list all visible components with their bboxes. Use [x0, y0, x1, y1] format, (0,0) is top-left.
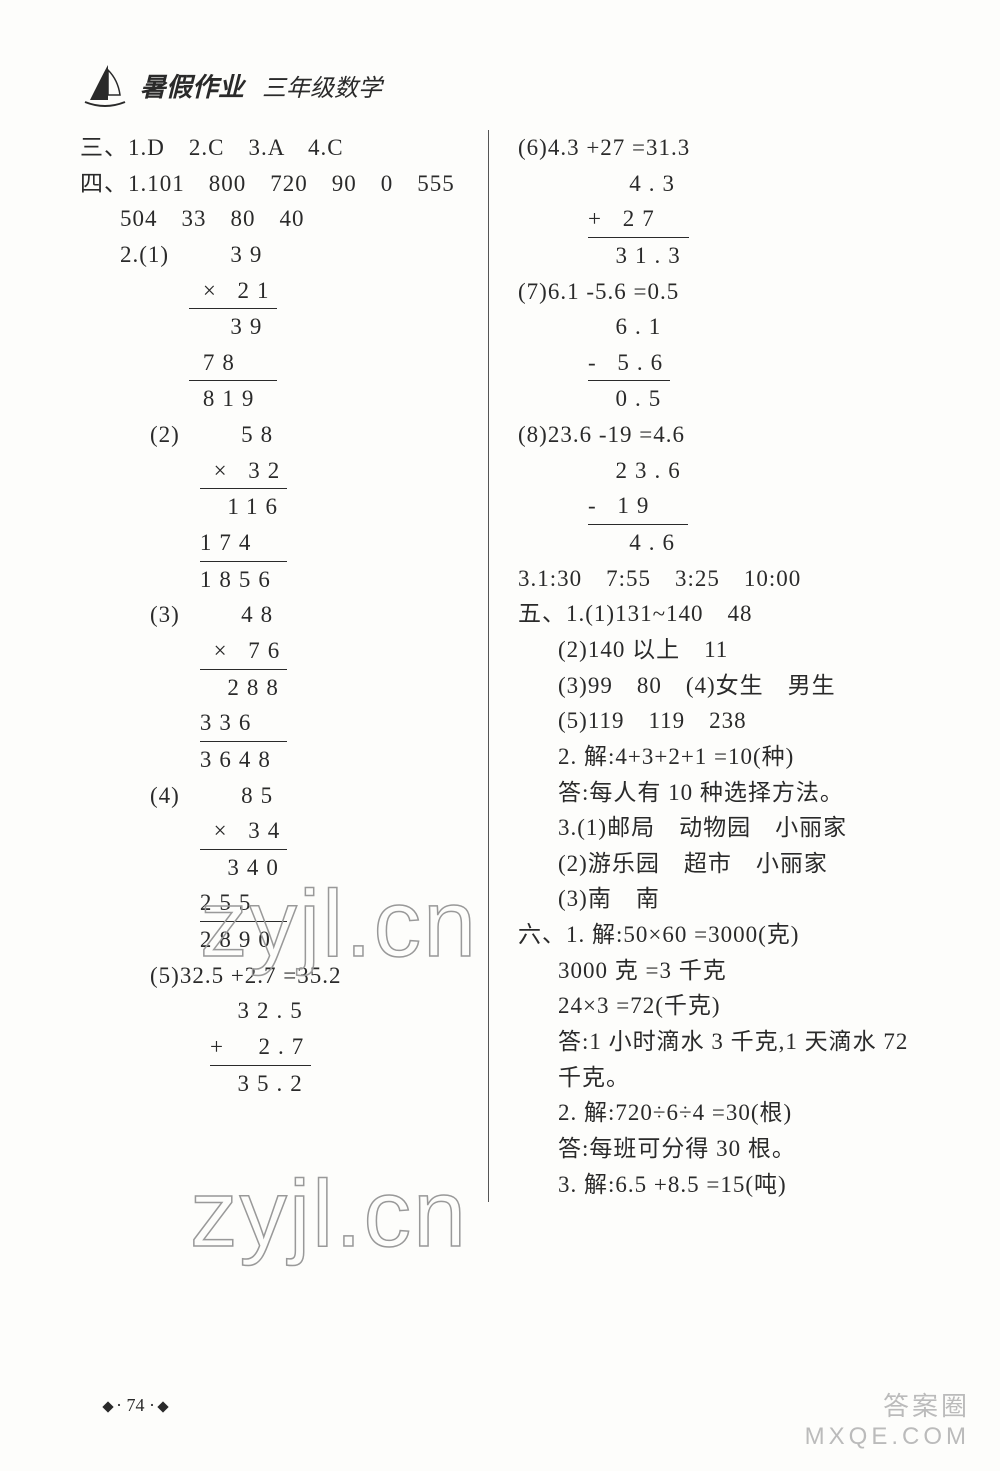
- answer-line: 3000 克 =3 千克: [518, 953, 930, 989]
- calc-label: (4): [80, 778, 180, 814]
- header-sub-title: 三年级数学: [262, 68, 382, 103]
- answer-line: (2)游乐园 超市 小丽家: [518, 846, 930, 882]
- answer-line: 3.(1)邮局 动物园 小丽家: [518, 810, 930, 846]
- answer-line: 答:每班可分得 30 根。: [518, 1131, 930, 1167]
- left-column: 三、1.D 2.C 3.A 4.C 四、1.101 800 720 90 0 5…: [80, 130, 488, 1202]
- content-columns: 三、1.D 2.C 3.A 4.C 四、1.101 800 720 90 0 5…: [80, 130, 930, 1202]
- right-column: (6)4.3 +27 =31.3 4.3 + 27 31.3 (7)6.1 -5…: [488, 130, 930, 1202]
- answer-line: 三、1.D 2.C 3.A 4.C: [80, 130, 468, 166]
- answer-line: 答:每人有 10 种选择方法。: [518, 775, 930, 811]
- calc-label: (5)32.5 +2.7 =35.2: [80, 958, 468, 994]
- answer-line: (5)119 119 238: [518, 703, 930, 739]
- calc-label: (8)23.6 -19 =4.6: [518, 417, 930, 453]
- answer-line: 五、1.(1)131~140 48: [518, 596, 930, 632]
- calc-label: (7)6.1 -5.6 =0.5: [518, 274, 930, 310]
- answer-line: 千克。: [518, 1060, 930, 1096]
- calc-label: (3): [80, 597, 180, 633]
- page-header: 暑假作业 三年级数学: [80, 60, 930, 110]
- answer-line: (2)140 以上 11: [518, 632, 930, 668]
- answer-line: 六、1. 解:50×60 =3000(克): [518, 917, 930, 953]
- vertical-multiplication: 85 × 34 340 255 2890: [200, 778, 287, 958]
- vertical-subtraction: 23.6 - 19 4.6: [588, 453, 688, 561]
- answer-line: 504 33 80 40: [80, 201, 468, 237]
- vertical-multiplication: 58 × 32 116 174 1856: [200, 417, 287, 597]
- vertical-addition: 32.5 + 2.7 35.2: [210, 993, 311, 1101]
- answer-line: (3)南 南: [518, 881, 930, 917]
- header-main-title: 暑假作业: [140, 67, 244, 104]
- calc-label: (6)4.3 +27 =31.3: [518, 130, 930, 166]
- answer-line: 24×3 =72(千克): [518, 988, 930, 1024]
- calc-label: 2.(1): [80, 237, 169, 273]
- answer-line: 2. 解:720÷6÷4 =30(根): [518, 1095, 930, 1131]
- column-divider: [488, 130, 489, 1202]
- calc-label: (2): [80, 417, 180, 453]
- vertical-multiplication: 39 × 21 39 78 819: [189, 237, 276, 417]
- answer-line: 3. 解:6.5 +8.5 =15(吨): [518, 1167, 930, 1203]
- vertical-subtraction: 6.1 - 5.6 0.5: [588, 309, 670, 417]
- footer-watermark: 答案圈 MXQE.COM: [805, 1386, 970, 1451]
- answer-line: (3)99 80 (4)女生 男生: [518, 668, 930, 704]
- answer-line: 答:1 小时滴水 3 千克,1 天滴水 72: [518, 1024, 930, 1060]
- vertical-addition: 4.3 + 27 31.3: [588, 166, 689, 274]
- page-number: · 74 ·: [100, 1395, 171, 1416]
- answer-line: 2. 解:4+3+2+1 =10(种): [518, 739, 930, 775]
- sailboat-icon: [80, 60, 130, 110]
- vertical-multiplication: 48 × 76 288 336 3648: [200, 597, 287, 777]
- answer-line: 3.1:30 7:55 3:25 10:00: [518, 561, 930, 597]
- answer-line: 四、1.101 800 720 90 0 555: [80, 166, 468, 202]
